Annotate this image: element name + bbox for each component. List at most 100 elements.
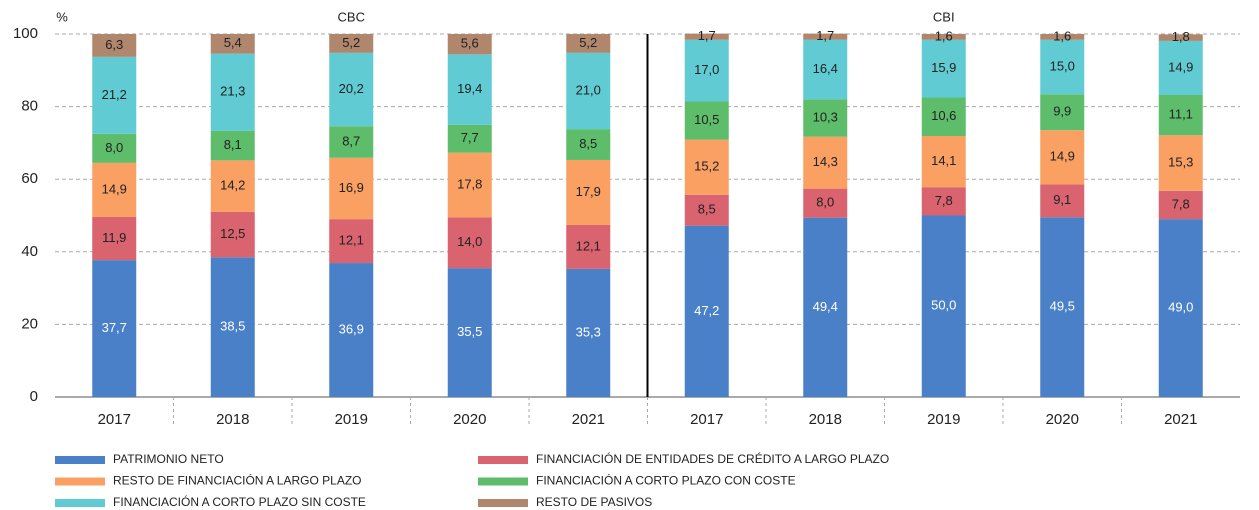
data-label: 12,1 <box>576 238 601 253</box>
bar-segment <box>210 160 255 212</box>
data-label: 11,1 <box>1169 107 1193 122</box>
bar-segment <box>921 136 966 188</box>
data-label: 17,8 <box>457 176 482 191</box>
x-tick-label: 2018 <box>809 411 842 428</box>
x-tick-label: 2020 <box>1046 411 1079 428</box>
bar-segment <box>803 39 848 100</box>
data-label: 5,4 <box>224 35 242 50</box>
bar-segment <box>447 124 492 153</box>
legend-swatch <box>478 477 528 486</box>
data-label: 17,0 <box>694 62 719 77</box>
bar-segment <box>1158 40 1203 95</box>
bar-segment <box>803 136 848 189</box>
data-label: 10,6 <box>931 108 956 123</box>
data-label: 35,3 <box>576 324 601 339</box>
bar-segment <box>921 34 966 40</box>
y-tick-label: 80 <box>21 98 38 115</box>
data-label: 35,5 <box>457 324 482 339</box>
bar-segment <box>921 215 966 397</box>
bar-segment <box>329 157 374 220</box>
bar-segment <box>210 211 255 258</box>
data-label: 50,0 <box>931 298 956 313</box>
data-label: 37,7 <box>102 320 127 335</box>
data-label: 8,0 <box>816 195 834 210</box>
bar-segment <box>92 133 137 163</box>
data-label: 9,9 <box>1053 104 1071 119</box>
bar-segment <box>1040 34 1085 40</box>
legend-label: RESTO DE FINANCIACIÓN A LARGO PLAZO <box>113 473 362 488</box>
legend-label: FINANCIACIÓN A CORTO PLAZO SIN COSTE <box>113 494 366 509</box>
bar-segment <box>329 34 374 53</box>
bar-segment <box>1040 217 1085 397</box>
data-label: 11,9 <box>102 230 126 245</box>
data-label: 7,7 <box>461 130 479 145</box>
bar-segment <box>684 194 729 226</box>
bar-segment <box>210 53 255 131</box>
y-tick-label: 100 <box>13 25 38 42</box>
data-label: 8,5 <box>698 202 716 217</box>
bar-segment <box>1040 39 1085 95</box>
data-label: 7,8 <box>1172 196 1190 211</box>
legend-label: PATRIMONIO NETO <box>113 452 224 466</box>
data-label: 15,2 <box>694 159 719 174</box>
x-tick-label: 2017 <box>98 411 131 428</box>
data-label: 14,3 <box>813 154 838 169</box>
legend-swatch <box>55 456 105 464</box>
bar-segment <box>210 257 255 397</box>
data-label: 1,6 <box>935 28 953 43</box>
bar-segment <box>684 225 729 397</box>
data-label: 15,0 <box>1050 58 1075 73</box>
x-tick-label: 2019 <box>335 411 368 428</box>
data-label: 16,9 <box>339 180 364 195</box>
bar-segment <box>447 268 492 397</box>
data-label: 14,9 <box>1168 59 1193 74</box>
bar-segment <box>803 33 848 40</box>
bar-segment <box>92 56 137 134</box>
legend-swatch <box>55 499 105 507</box>
bar-segment <box>1158 219 1203 397</box>
data-label: 1,7 <box>698 28 716 43</box>
bar-segment <box>684 101 729 140</box>
y-tick-label: 0 <box>30 388 38 405</box>
y-tick-label: 60 <box>21 170 38 187</box>
bar-segment <box>566 159 611 225</box>
bar-segment <box>803 217 848 397</box>
data-label: 15,9 <box>931 60 956 75</box>
bar-segment <box>1040 130 1085 185</box>
bar-segment <box>92 34 137 57</box>
bar-segment <box>1158 190 1203 220</box>
x-tick-label: 2021 <box>1164 411 1197 428</box>
x-tick-label: 2021 <box>572 411 605 428</box>
data-label: 36,9 <box>339 321 364 336</box>
data-label: 6,3 <box>105 37 123 52</box>
bar-segment <box>447 152 492 218</box>
data-label: 49,5 <box>1050 299 1075 314</box>
data-label: 38,5 <box>220 319 245 334</box>
data-label: 14,9 <box>102 181 127 196</box>
data-label: 5,2 <box>579 35 597 50</box>
bar-segment <box>921 97 966 137</box>
group-label: CBI <box>933 9 955 24</box>
y-axis-label: % <box>56 9 68 24</box>
data-label: 21,2 <box>102 87 127 102</box>
data-label: 5,2 <box>342 35 360 50</box>
bar-segment <box>210 130 255 161</box>
legend-swatch <box>55 477 105 486</box>
data-label: 10,3 <box>813 109 838 124</box>
bar-segment <box>92 216 137 261</box>
data-label: 1,7 <box>816 28 834 43</box>
legend-label: FINANCIACIÓN A CORTO PLAZO CON COSTE <box>536 473 796 488</box>
bar-segment <box>566 224 611 269</box>
data-label: 1,8 <box>1172 29 1190 44</box>
bar-segment <box>566 268 611 397</box>
data-label: 7,8 <box>935 193 953 208</box>
legend-swatch <box>478 456 528 464</box>
data-label: 47,2 <box>694 303 719 318</box>
data-label: 49,4 <box>813 299 838 314</box>
data-label: 17,9 <box>576 184 601 199</box>
data-label: 14,9 <box>1050 149 1075 164</box>
bar-segment <box>447 217 492 269</box>
bar-segment <box>1040 94 1085 131</box>
legend-label: RESTO DE PASIVOS <box>536 495 652 509</box>
